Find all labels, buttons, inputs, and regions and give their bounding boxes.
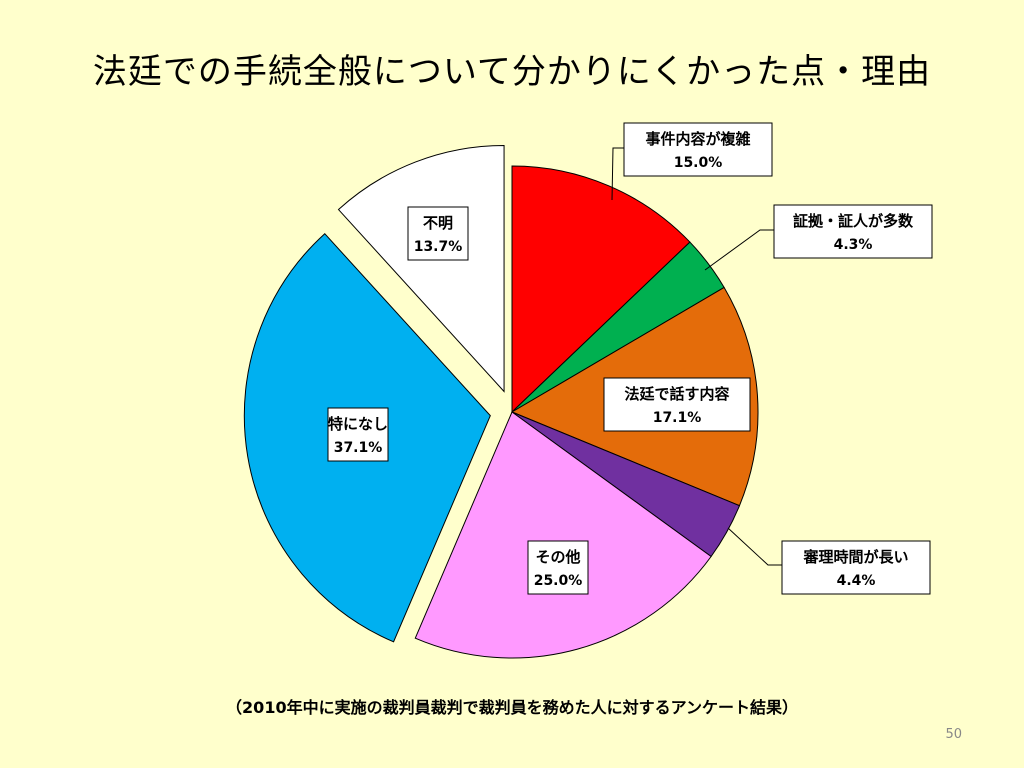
slice-7-category-text: 不明 — [423, 214, 453, 232]
slice-2-label: 証拠・証人が多数 4.3% — [773, 204, 933, 259]
slice-4-leader-line — [727, 527, 782, 566]
slice-6-category-text: 特になし — [328, 415, 388, 433]
slice-4-category-text: 審理時間が長い — [802, 548, 908, 566]
slice-5-value-text: 25.0% — [534, 573, 583, 589]
slice-2-category-text: 証拠・証人が多数 — [793, 212, 914, 230]
survey-footnote: （2010年中に実施の裁判員裁判で裁判員を務めた人に対するアンケート結果） — [226, 698, 798, 717]
slice-1-label: 事件内容が複雑 15.0% — [623, 122, 773, 177]
slice-7-label-box — [407, 206, 469, 261]
slice-3-label-box — [603, 377, 751, 432]
slice-1-category-text: 事件内容が複雑 — [645, 130, 750, 148]
slide-title: 法廷での手続全般について分かりにくかった点・理由 — [92, 52, 932, 92]
slice-4-label-box — [781, 540, 931, 595]
slice-3-value-text: 17.1% — [653, 410, 702, 426]
pie-chart: 事件内容が複雑 15.0% 証拠・証人が多数 4.3% 法廷で話す内容 17.1% 審理時間… — [243, 122, 933, 659]
slice-5-label: その他 25.0% — [527, 540, 589, 595]
slice-3-category-text: 法廷で話す内容 — [624, 385, 729, 403]
slice-6-label: 特になし 37.1% — [327, 407, 389, 462]
slice-1-value-text: 15.0% — [674, 155, 723, 171]
slice-5-wedge — [414, 411, 712, 659]
slice-2-value-text: 4.3% — [834, 237, 873, 253]
slice-1-label-box — [623, 122, 773, 177]
slice-5-category-text: その他 — [535, 548, 580, 566]
slice-6-label-box — [327, 407, 389, 462]
slice-4-value-text: 4.4% — [837, 573, 876, 589]
slice-5-label-box — [527, 540, 589, 595]
slice-2-leader-line — [704, 229, 774, 271]
slice-1-wedge — [511, 165, 691, 414]
slice-6-value-text: 37.1% — [334, 440, 383, 456]
slice-2-label-box — [773, 204, 933, 259]
slice-7-value-text: 13.7% — [414, 239, 463, 255]
slice-1-leader-line — [611, 147, 624, 201]
page-number: 50 — [945, 727, 962, 742]
slice-4-label: 審理時間が長い 4.4% — [781, 540, 931, 595]
slice-7-label: 不明 13.7% — [407, 206, 469, 261]
slice-3-label: 法廷で話す内容 17.1% — [603, 377, 751, 432]
